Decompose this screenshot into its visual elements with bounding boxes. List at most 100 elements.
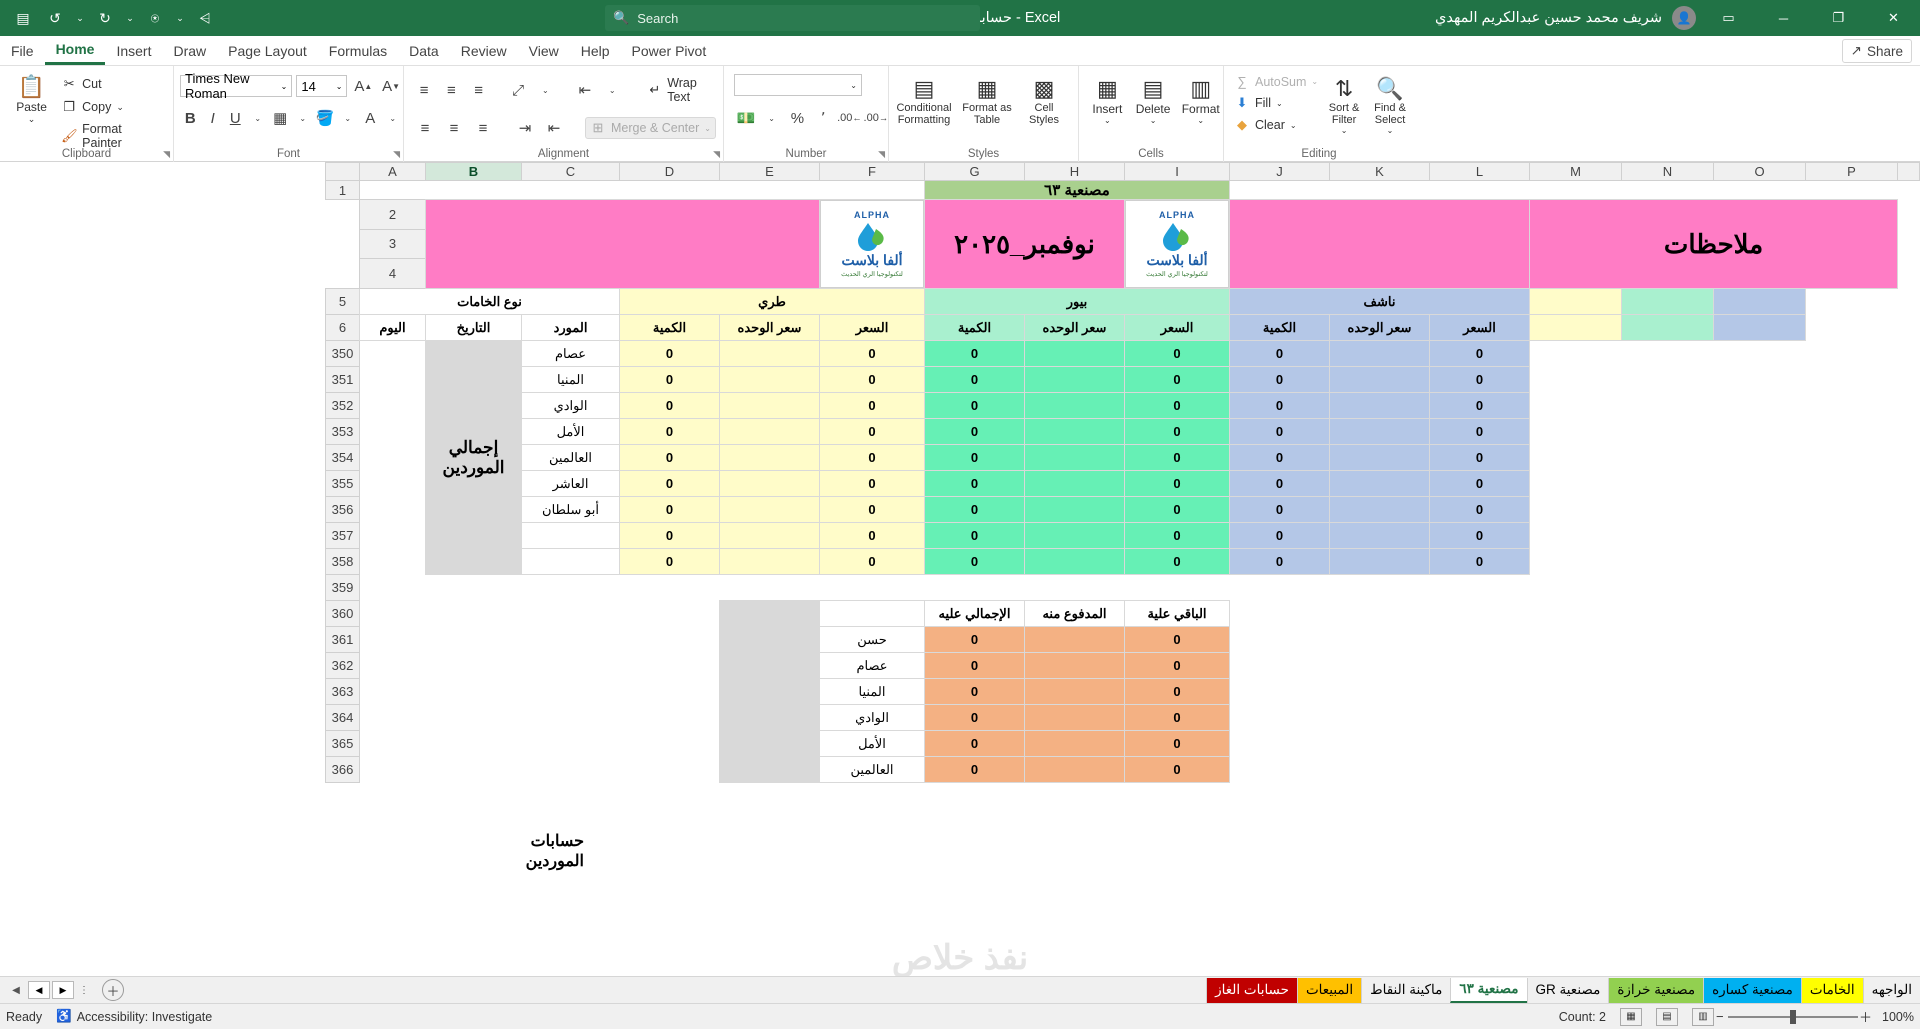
borders-dropdown-icon[interactable]: ⌄ (299, 113, 307, 123)
cell-acc-total[interactable]: 0 (924, 730, 1025, 757)
number-format-dropdown-icon[interactable]: ⌄ (850, 80, 857, 90)
cell-price-tary[interactable]: 0 (819, 444, 925, 471)
row-header-359[interactable]: 359 (325, 574, 360, 601)
cell-price-nashef[interactable]: 0 (1429, 340, 1530, 367)
fill-color-dropdown-icon[interactable]: ⌄ (344, 113, 352, 123)
zoom-out-icon[interactable]: − (1716, 1009, 1724, 1024)
cell-qty-nashef[interactable]: 0 (1229, 496, 1330, 523)
cell-unitprice-pure[interactable] (1024, 548, 1125, 575)
cell-logo-left[interactable]: ALPHA ألفا بلاست لتكنولوجيا الري الحديث (1124, 199, 1230, 289)
cell-supplier[interactable]: الأمل (521, 418, 620, 445)
align-right-icon[interactable]: ≡ (420, 119, 430, 137)
cell-empty[interactable] (1230, 601, 1898, 627)
cell-empty[interactable] (1230, 679, 1898, 705)
cell-unitprice-pure[interactable] (1024, 366, 1125, 393)
decrease-indent-dropdown-icon[interactable]: ⌄ (608, 85, 616, 95)
close-button[interactable]: ✕ (1888, 10, 1899, 25)
avatar[interactable]: 👤 (1672, 6, 1696, 30)
search-box[interactable]: 🔍 Search (605, 5, 980, 31)
orientation-dropdown-icon[interactable]: ⌄ (542, 85, 549, 95)
cell-empty[interactable] (360, 601, 720, 627)
orientation-icon[interactable]: ⤢ (512, 81, 525, 99)
tab-formulas[interactable]: Formulas (328, 42, 388, 59)
cell-acc-paid[interactable] (1024, 652, 1125, 679)
redo-dropdown-icon[interactable]: ⌄ (126, 12, 134, 23)
cell-blue-blank[interactable] (1713, 314, 1806, 341)
fill-button[interactable]: ⬇ Fill ⌄ (1230, 93, 1322, 113)
format-cells-button[interactable]: ▥ Format ⌄ (1178, 72, 1223, 125)
cell-acc-paid[interactable] (1024, 678, 1125, 705)
align-middle-icon[interactable]: ≡ (446, 81, 456, 99)
merge-center-button[interactable]: ⊞ Merge & Center ⌄ (585, 117, 716, 139)
clear-dropdown-icon[interactable]: ⌄ (1289, 120, 1297, 130)
align-left-icon[interactable]: ≡ (478, 119, 488, 137)
cell-acc-name[interactable]: عصام (819, 652, 925, 679)
conditional-formatting-button[interactable]: ▤ Conditional Formatting (893, 72, 955, 126)
row-header-350[interactable]: 350 (325, 340, 360, 367)
cell-qty-tary[interactable]: 0 (619, 418, 720, 445)
cell-unitprice-nashef[interactable] (1329, 444, 1430, 471)
shrink-font-icon[interactable]: A ▼ (382, 77, 401, 95)
cell-unitprice-nashef[interactable] (1329, 496, 1430, 523)
cell-acc-total[interactable]: 0 (924, 756, 1025, 783)
cell-qty-nashef[interactable]: 0 (1229, 470, 1330, 497)
col-header-G[interactable]: G (924, 162, 1025, 181)
cell-price-nashef[interactable]: 0 (1429, 392, 1530, 419)
col-header-A[interactable]: A (359, 162, 426, 181)
cell-empty[interactable] (360, 393, 426, 419)
cell-price-pure[interactable]: 0 (1124, 444, 1230, 471)
cell-empty[interactable] (360, 705, 720, 731)
row-header-353[interactable]: 353 (325, 418, 360, 445)
cell-qty-tary[interactable]: 0 (619, 522, 720, 549)
cut-button[interactable]: ✂ Cut (57, 74, 167, 94)
col-header-C[interactable]: C (521, 162, 620, 181)
tab-home[interactable]: Home (44, 36, 106, 65)
row-header-361[interactable]: 361 (325, 626, 360, 653)
search-input[interactable]: Search (637, 10, 679, 26)
wrap-text-button[interactable]: ↵ Wrap Text (643, 74, 723, 106)
cell-qty-tary[interactable]: 0 (619, 496, 720, 523)
cell-unitprice-tary[interactable] (719, 392, 820, 419)
tab-review[interactable]: Review (460, 42, 507, 59)
row-header-354[interactable]: 354 (325, 444, 360, 471)
cell-qty-tary[interactable]: 0 (619, 470, 720, 497)
cell-empty[interactable] (360, 575, 1898, 601)
cell-empty[interactable] (360, 471, 426, 497)
font-color-dropdown-icon[interactable]: ⌄ (389, 113, 397, 123)
align-top-icon[interactable]: ≡ (419, 81, 429, 99)
clear-button[interactable]: ◆ Clear ⌄ (1230, 115, 1322, 135)
cell-cream-blank[interactable] (1529, 288, 1622, 315)
first-sheet-icon[interactable]: ◀ (12, 984, 20, 996)
restore-button[interactable]: ❐ (1832, 10, 1845, 25)
cell-price-nashef[interactable]: 0 (1429, 496, 1530, 523)
cell-price-nashef[interactable]: 0 (1429, 548, 1530, 575)
sheet-tab-points-machine[interactable]: ماكينة النقاط (1361, 977, 1450, 1003)
sort-filter-button[interactable]: ⇅ Sort & Filter ⌄ (1322, 72, 1366, 135)
cell-acc-header-remaining[interactable]: الباقي علية (1124, 600, 1230, 627)
increase-decimal-icon[interactable]: .00 ← (837, 112, 862, 124)
cell-empty[interactable] (1230, 757, 1898, 783)
cell-empty[interactable] (1806, 315, 1898, 341)
autosum-button[interactable]: ∑ AutoSum ⌄ (1230, 72, 1322, 91)
cell-unitprice-nashef[interactable] (1329, 418, 1430, 445)
fill-color-icon[interactable]: 🪣 (315, 110, 335, 127)
cell-empty[interactable] (360, 549, 426, 575)
sheet-tab-interface[interactable]: الواجهه (1862, 977, 1920, 1003)
redo-icon[interactable]: ↻ (99, 9, 111, 26)
cell-qty-nashef[interactable]: 0 (1229, 548, 1330, 575)
row-header-4[interactable]: 4 (359, 258, 426, 289)
copy-dropdown-icon[interactable]: ⌄ (116, 101, 124, 112)
font-size-box[interactable]: 14 ⌄ (296, 75, 348, 97)
cell-logo-right[interactable]: ALPHA ألفا بلاست لتكنولوجيا الري الحديث (819, 199, 925, 289)
tab-help[interactable]: Help (580, 42, 610, 59)
cell-price-pure[interactable]: 0 (1124, 522, 1230, 549)
cell-price-nashef[interactable]: 0 (1429, 522, 1530, 549)
cell-acc-name[interactable]: العالمين (819, 756, 925, 783)
undo-icon[interactable]: ↺ (49, 9, 61, 26)
cell-acc-paid[interactable] (1024, 704, 1125, 731)
cell-unitprice-pure[interactable] (1024, 496, 1125, 523)
cell-header-qty-tary[interactable]: الكمية (619, 314, 720, 341)
decrease-decimal-icon[interactable]: .00 → (863, 112, 888, 124)
cell-price-tary[interactable]: 0 (819, 392, 925, 419)
cell-empty[interactable] (1230, 181, 1898, 200)
